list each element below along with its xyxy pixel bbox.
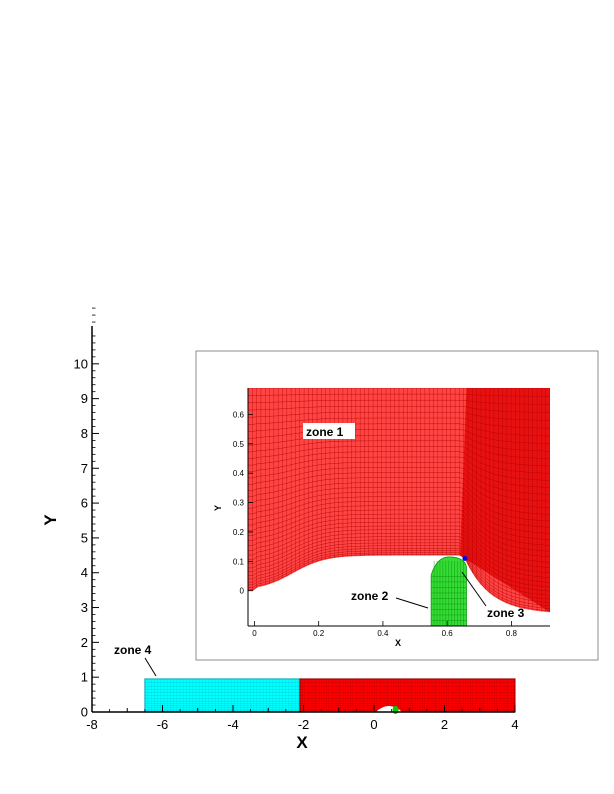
zone-fill xyxy=(144,678,300,712)
main-axes: -8 -6 -4 -2 0 2 4 0 1 2 3 4 5 6 7 8 9 10 xyxy=(74,307,519,732)
main-x-tick-label: 4 xyxy=(511,717,518,732)
main-y-tick-label: 3 xyxy=(81,600,88,615)
inset-axes: 0 0.2 0.4 0.6 0.8 0 0.1 0.2 0.3 0.4 0.5 0.6 xyxy=(233,388,550,638)
inset-plot: 0 0.2 0.4 0.6 0.8 0 0.1 0.2 0.3 0.4 0.5 0.6 X Y zon… xyxy=(213,388,550,648)
main-y-tick-label: 0 xyxy=(81,705,88,720)
zone-4-leader-line xyxy=(144,657,157,677)
main-x-tick-label: -4 xyxy=(227,717,239,732)
inset-x-tick-label: 0.6 xyxy=(442,629,454,638)
main-x-tick-label: -8 xyxy=(86,717,98,732)
inset-y-tick-label: 0.2 xyxy=(233,528,245,537)
inset-y-tick-label: 0.4 xyxy=(233,469,245,478)
main-y-axis-title: Y xyxy=(41,514,60,526)
main-y-tick-label: 2 xyxy=(81,635,88,650)
inset-x-tick-label: 0 xyxy=(252,629,257,638)
main-y-tick-label: 1 xyxy=(81,670,88,685)
zone-fill xyxy=(299,678,515,712)
main-y-tick-label: 4 xyxy=(81,565,88,580)
inset-x-tick-label: 0.4 xyxy=(377,629,389,638)
inset-y-tick-label: 0 xyxy=(240,587,245,596)
inset-mesh xyxy=(248,388,550,626)
zone-3-patch xyxy=(462,555,468,561)
main-y-tick-label: 10 xyxy=(74,356,88,371)
main-x-tick-label: 2 xyxy=(441,717,448,732)
zone-1-label: zone 1 xyxy=(306,425,344,439)
main-y-tick-label: 5 xyxy=(81,530,88,545)
main-zone-1 xyxy=(144,678,301,713)
zone-1-label-box xyxy=(303,423,355,439)
inset-y-tick-label: 0.6 xyxy=(233,410,245,419)
inset-x-tick-label: 0.8 xyxy=(506,629,518,638)
main-y-tick-label: 8 xyxy=(81,426,88,441)
main-x-tick-label: -6 xyxy=(157,717,169,732)
main-zones xyxy=(144,678,516,714)
main-x-tick-label: 0 xyxy=(370,717,377,732)
inset-y-tick-label: 0.1 xyxy=(233,557,245,566)
inset-x-tick-label: 0.2 xyxy=(313,629,325,638)
main-y-tick-label: 9 xyxy=(81,391,88,406)
main-y-tick-label: 6 xyxy=(81,496,88,511)
zone-2-mesh-patch xyxy=(392,706,399,714)
inset-y-tick-label: 0.5 xyxy=(233,440,245,449)
zone-2-leader-line xyxy=(395,597,429,609)
main-x-axis-title: X xyxy=(296,733,308,752)
zone-3-leader-line xyxy=(461,571,487,607)
main-zone-2 xyxy=(299,678,516,713)
main-zone-3 xyxy=(392,706,399,714)
inset-x-axis-title: X xyxy=(395,638,401,648)
inset-y-axis-title: Y xyxy=(213,505,223,511)
zone-4-label: zone 4 xyxy=(114,643,152,657)
inset-zone-2 xyxy=(430,556,467,626)
main-plot: -8 -6 -4 -2 0 2 4 0 1 2 3 4 5 6 7 8 9 10 X Y zone 4 xyxy=(41,307,519,752)
zone-3-label: zone 3 xyxy=(487,606,525,620)
main-y-tick-label: 7 xyxy=(81,461,88,476)
inset-y-tick-label: 0.3 xyxy=(233,499,245,508)
zone-2-label: zone 2 xyxy=(351,589,389,603)
main-x-tick-label: -2 xyxy=(298,717,310,732)
